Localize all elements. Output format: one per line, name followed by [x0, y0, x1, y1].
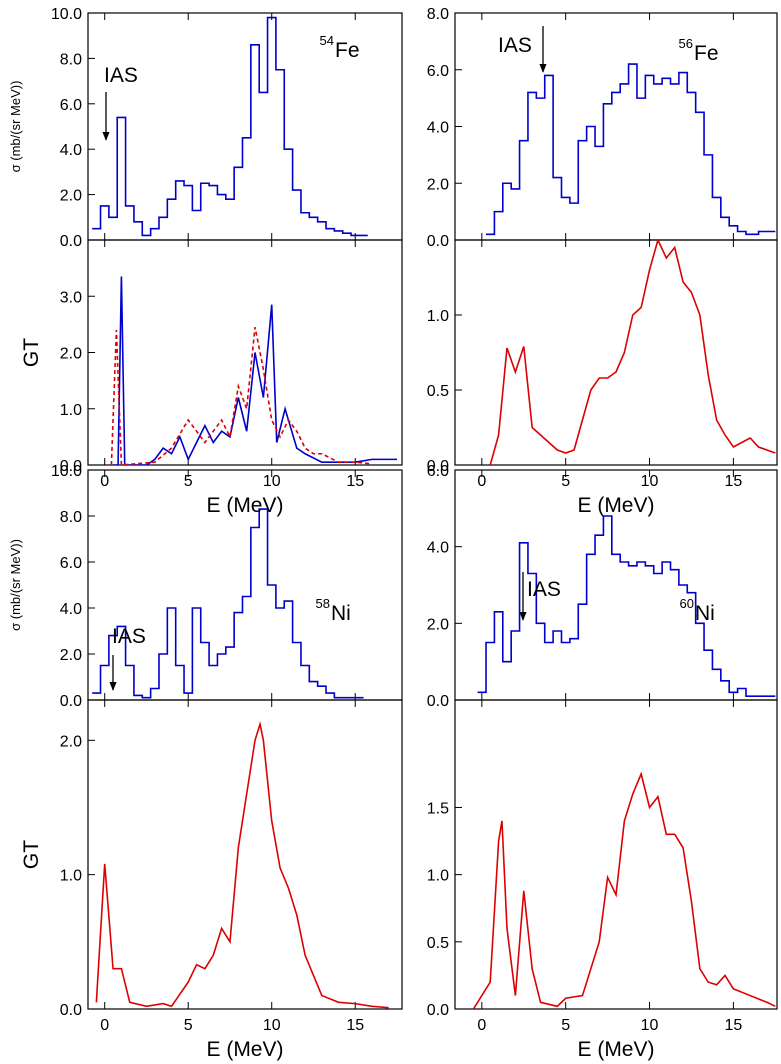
x-tick-label: 10	[641, 473, 659, 490]
y-tick-label: 0.0	[60, 1002, 82, 1019]
y-tick-label: 2.0	[427, 616, 449, 633]
y-tick-label: 4.0	[60, 142, 82, 159]
x-tick-label: 0	[477, 473, 486, 490]
nucleus-element: Ni	[331, 602, 351, 625]
series-line	[486, 63, 776, 236]
annotation: IAS	[527, 578, 561, 601]
y-tick-label: 0.0	[427, 458, 449, 475]
y-tick-label: 0.0	[60, 233, 82, 250]
series-line	[92, 508, 364, 699]
y-tick-label: 8.0	[427, 6, 449, 23]
x-tick-label: 5	[561, 473, 570, 490]
x-tick-label: 0	[100, 473, 109, 490]
y-tick-label: 8.0	[60, 509, 82, 526]
plot-frame	[454, 239, 778, 466]
series-line	[110, 327, 373, 465]
y-tick-label: 8.0	[60, 51, 82, 68]
y-axis-label: GT	[20, 840, 43, 869]
x-tick-label: 15	[346, 1017, 364, 1034]
y-tick-label: 3.0	[60, 289, 82, 306]
annotation: IAS	[112, 625, 146, 648]
y-tick-label: 1.0	[60, 868, 82, 885]
y-axis-label: σ (mb/(sr MeV))	[8, 539, 23, 631]
x-axis-label: E (MeV)	[206, 494, 283, 517]
series-line	[95, 720, 389, 1009]
y-tick-label: 1.0	[427, 308, 449, 325]
x-axis-label: E (MeV)	[206, 1038, 283, 1061]
nucleus-mass: 54	[320, 33, 334, 48]
x-tick-label: 15	[724, 1017, 742, 1034]
y-tick-label: 0.5	[427, 383, 449, 400]
y-tick-label: 2.0	[427, 176, 449, 193]
nucleus-element: Fe	[335, 39, 360, 62]
series-line	[477, 515, 776, 697]
y-tick-label: 0.0	[427, 233, 449, 250]
y-tick-label: 0.0	[60, 693, 82, 710]
x-tick-label: 0	[477, 1017, 486, 1034]
x-tick-label: 15	[346, 473, 364, 490]
nucleus-element: Fe	[694, 42, 719, 65]
y-tick-label: 6.0	[427, 63, 449, 80]
y-tick-label: 6.0	[60, 555, 82, 572]
x-axis-label: E (MeV)	[577, 1038, 654, 1061]
x-tick-label: 0	[100, 1017, 109, 1034]
nucleus-mass: 58	[316, 596, 330, 611]
x-tick-label: 10	[263, 1017, 281, 1034]
y-tick-label: 10.0	[51, 463, 82, 480]
plot-frame	[454, 699, 778, 1010]
nucleus-element: Ni	[695, 602, 715, 625]
y-tick-label: 0.0	[427, 693, 449, 710]
y-tick-label: 1.0	[60, 402, 82, 419]
annotation: IAS	[498, 34, 532, 57]
y-tick-label: 4.0	[427, 540, 449, 557]
y-tick-label: 6.0	[427, 463, 449, 480]
plot-frame	[87, 699, 403, 1010]
y-tick-label: 6.0	[60, 97, 82, 114]
y-tick-label: 2.0	[60, 188, 82, 205]
y-tick-label: 1.0	[427, 868, 449, 885]
x-tick-label: 5	[184, 473, 193, 490]
y-tick-label: 4.0	[427, 120, 449, 137]
x-tick-label: 10	[641, 1017, 659, 1034]
annotation: IAS	[104, 64, 138, 87]
series-line	[113, 276, 397, 465]
y-tick-label: 10.0	[51, 6, 82, 23]
x-axis-label: E (MeV)	[577, 494, 654, 517]
plot-frame	[87, 239, 403, 466]
y-tick-label: 0.0	[60, 458, 82, 475]
series-line	[472, 771, 776, 1009]
y-tick-label: 0.0	[427, 1002, 449, 1019]
nucleus-mass: 56	[679, 36, 693, 51]
nucleus-mass: 60	[680, 596, 694, 611]
y-axis-label: GT	[20, 338, 43, 367]
y-tick-label: 0.5	[427, 935, 449, 952]
y-tick-label: 2.0	[60, 647, 82, 664]
y-tick-label: 4.0	[60, 601, 82, 618]
x-tick-label: 10	[263, 473, 281, 490]
x-tick-label: 15	[724, 473, 742, 490]
y-tick-label: 2.0	[60, 346, 82, 363]
series-line	[489, 240, 776, 465]
x-tick-label: 5	[184, 1017, 193, 1034]
x-tick-label: 5	[561, 1017, 570, 1034]
series-line	[92, 16, 368, 237]
y-tick-label: 2.0	[60, 733, 82, 750]
y-tick-label: 1.5	[427, 800, 449, 817]
y-axis-label: σ (mb/(sr MeV))	[8, 81, 23, 173]
